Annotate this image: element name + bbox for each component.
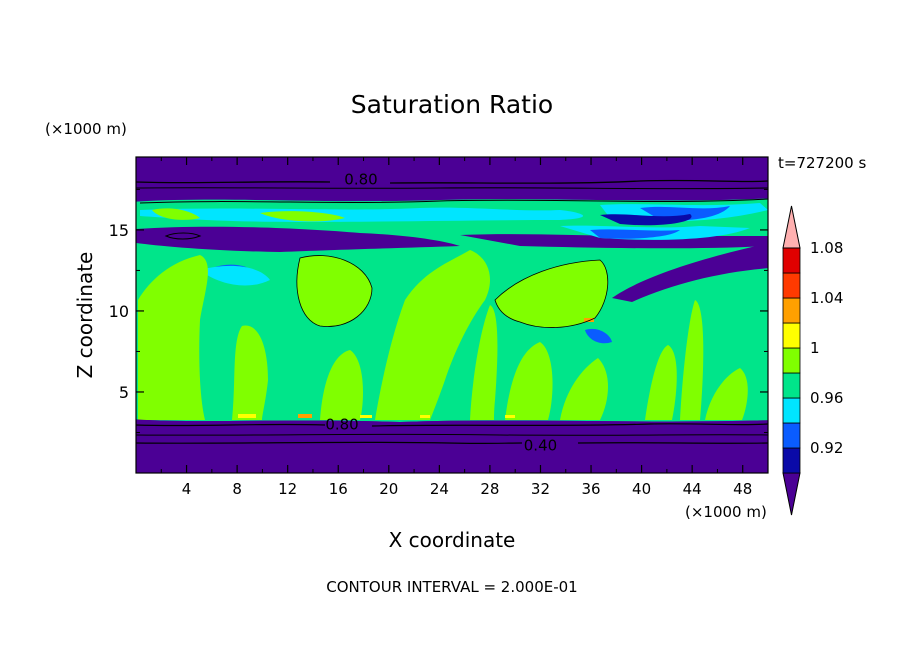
lime-column-5 [375,250,490,420]
contour-interval-footer: CONTOUR INTERVAL = 2.000E-01 [326,578,577,596]
x-unit-label: (×1000 m) [685,503,767,521]
x-axis-label: X coordinate [389,528,516,552]
colorbar-level-label: 0.96 [810,389,843,407]
contour-cloud-outline-1 [296,255,373,327]
lime-column-3 [232,325,268,420]
contour-closed-loop [164,232,202,240]
contour-line-040 [136,441,768,445]
x-tick-label: 24 [430,480,449,498]
colorbar-level-label: 1.08 [810,239,843,257]
colorbar-segment [782,397,801,424]
contour-cloud-outline-2 [494,259,609,328]
lime-region-upper-2 [260,211,345,222]
colorbar-segment [782,347,801,374]
colorbar-segment [782,247,801,274]
colorbar-segment [782,372,801,399]
cyan-patch-mid [200,265,270,286]
colorbar-extend-low [782,472,801,516]
x-tick-label: 28 [480,480,499,498]
lime-column-1 [138,255,208,420]
colorbar-segment [782,297,801,324]
colorbar-segment [782,447,801,474]
x-tick-label: 12 [278,480,297,498]
time-label: t=727200 s [778,154,866,172]
upper-dry-band [136,226,460,252]
colorbar-segment [782,272,801,299]
lime-region-7 [495,260,608,328]
contour-line-moist-edge [139,198,768,204]
colorbar: 1.08 1.04 1 0.96 0.92 [782,205,843,516]
lime-column-9 [560,358,608,420]
x-tick-label: 44 [683,480,702,498]
contour-line-low [136,433,768,436]
lime-column-8 [505,342,553,420]
cyan-edge-1 [140,207,584,222]
x-tick-label: 4 [182,480,192,498]
contour-line-top-2 [136,187,768,190]
colorbar-level-label: 0.92 [810,439,843,457]
colorbar-extend-high [782,205,801,249]
lime-column-11 [680,300,704,420]
chart-title: Saturation Ratio [351,90,553,119]
yellow-patch-3 [420,415,430,418]
contour-label: 0.40 [524,436,557,454]
dark-blue-patch [600,214,692,226]
y-unit-label: (×1000 m) [45,120,127,138]
x-tick-label: 36 [581,480,600,498]
colorbar-segment [782,322,801,349]
lime-column-6 [470,305,498,420]
orange-patch-1 [298,414,312,418]
x-tick-label: 48 [733,480,752,498]
x-tick-label: 20 [379,480,398,498]
blue-patch-1 [590,229,680,239]
rising-dry-streak [612,243,768,302]
yellow-patch-1 [238,414,256,418]
lime-region-upper [152,208,200,220]
x-tick-label: 32 [531,480,550,498]
lime-column-10 [645,345,677,420]
contour-line-base-080 [136,423,768,427]
orange-patch-2 [584,318,594,322]
contour-label: 0.80 [344,171,377,189]
colorbar-level-label: 1 [810,339,820,357]
contour-label: 0.80 [325,415,358,433]
lime-blob-2 [296,255,372,327]
y-tick-label: 10 [109,302,129,321]
yellow-patch-4 [505,415,515,418]
lower-dry-layer [136,419,768,473]
plot-area [136,157,768,473]
colorbar-segment [782,422,801,449]
lime-column-4 [320,350,363,420]
y-axis-label: Z coordinate [73,252,97,379]
contour-labels: 0.80 0.80 0.40 [325,171,557,455]
y-tick-label: 15 [109,221,129,240]
blue-patch-4 [585,328,612,344]
contour-line-top-080 [136,179,768,184]
y-tick-label: 5 [119,383,129,402]
x-tick-label: 8 [232,480,242,498]
lime-column-12 [705,368,748,420]
yellow-patch-2 [360,415,372,418]
colorbar-level-label: 1.04 [810,289,843,307]
x-tick-label: 16 [329,480,348,498]
x-tick-label: 40 [632,480,651,498]
plot-frame [135,156,769,474]
